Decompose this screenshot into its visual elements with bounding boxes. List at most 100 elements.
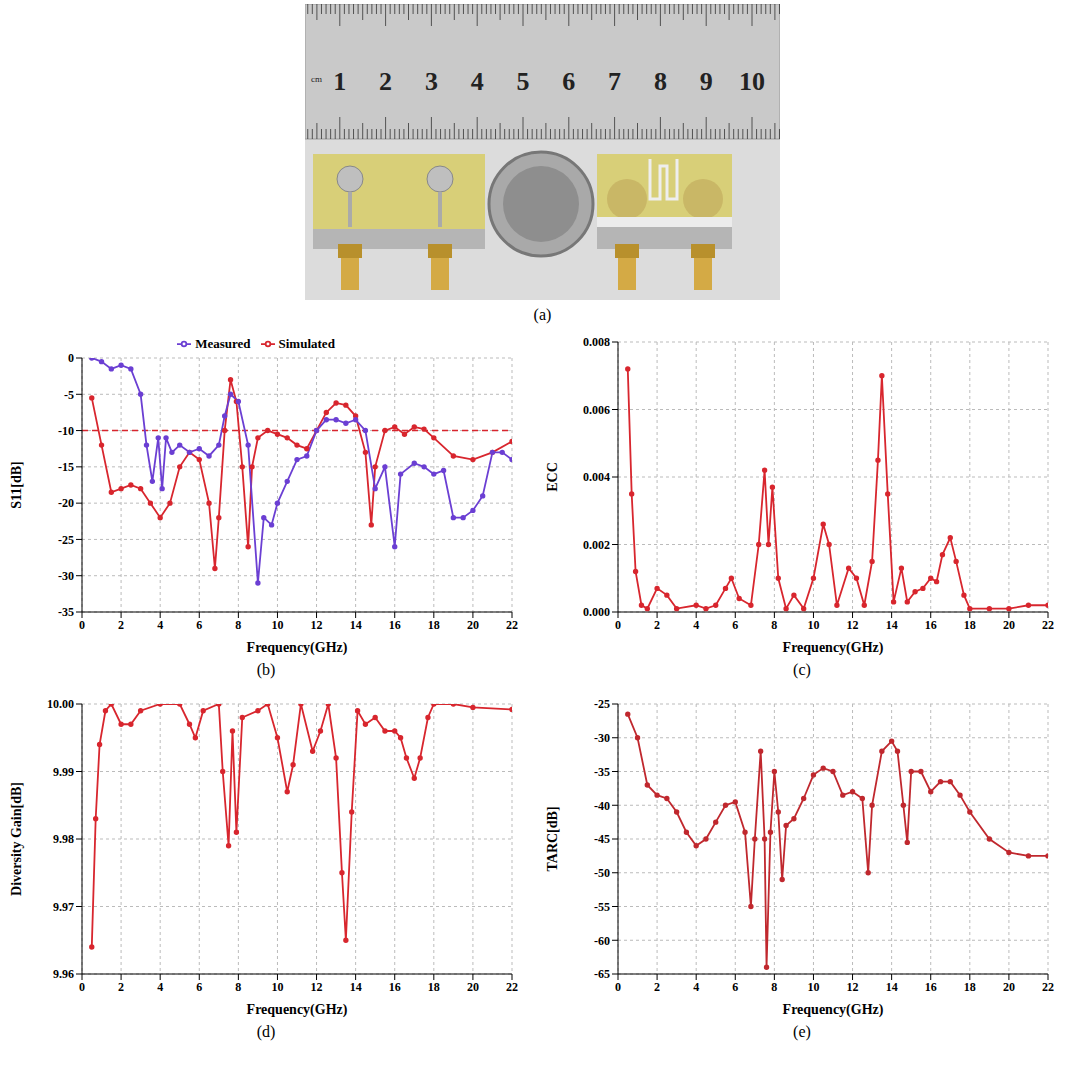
svg-text:9: 9 (700, 67, 713, 96)
svg-text:10: 10 (271, 618, 283, 632)
svg-text:-10: -10 (58, 424, 74, 438)
svg-text:3: 3 (425, 67, 438, 96)
svg-text:6: 6 (196, 618, 202, 632)
svg-text:-30: -30 (594, 731, 610, 745)
svg-text:-45: -45 (594, 832, 610, 846)
html-text:(e): (e) (793, 1023, 811, 1040)
svg-text:9.97: 9.97 (53, 900, 74, 914)
svg-text:18: 18 (428, 980, 440, 994)
svg-text:14: 14 (350, 980, 362, 994)
svg-text:2: 2 (654, 980, 660, 994)
svg-text:16: 16 (389, 618, 401, 632)
svg-text:22: 22 (1042, 618, 1054, 632)
svg-text:0.008: 0.008 (583, 335, 610, 349)
svg-text:2: 2 (118, 980, 124, 994)
svg-text:S11[dB]: S11[dB] (9, 461, 24, 508)
svg-text:12: 12 (311, 618, 323, 632)
svg-text:14: 14 (350, 618, 362, 632)
svg-text:8: 8 (235, 618, 241, 632)
svg-text:6: 6 (732, 618, 738, 632)
svg-text:4: 4 (693, 618, 699, 632)
svg-text:-25: -25 (58, 533, 74, 547)
svg-text:16: 16 (389, 980, 401, 994)
svg-text:10: 10 (807, 980, 819, 994)
svg-text:ECC: ECC (545, 462, 560, 492)
svg-text:5: 5 (517, 67, 530, 96)
svg-text:0: 0 (79, 618, 85, 632)
svg-text:22: 22 (506, 980, 518, 994)
svg-text:6: 6 (732, 980, 738, 994)
svg-text:2: 2 (654, 618, 660, 632)
svg-text:2: 2 (379, 67, 392, 96)
svg-text:-30: -30 (58, 569, 74, 583)
svg-text:16: 16 (925, 980, 937, 994)
html-text:(c): (c) (793, 661, 811, 678)
svg-text:0: 0 (615, 618, 621, 632)
svg-text:8: 8 (235, 980, 241, 994)
svg-text:-20: -20 (58, 496, 74, 510)
svg-text:-55: -55 (594, 900, 610, 914)
svg-text:0: 0 (68, 351, 74, 365)
svg-text:4: 4 (157, 980, 163, 994)
svg-text:4: 4 (693, 980, 699, 994)
svg-text:4: 4 (157, 618, 163, 632)
svg-text:0.002: 0.002 (583, 538, 610, 552)
svg-text:18: 18 (964, 980, 976, 994)
svg-text:Frequency(GHz): Frequency(GHz) (783, 1002, 884, 1018)
svg-text:22: 22 (506, 618, 518, 632)
svg-text:Frequency(GHz): Frequency(GHz) (247, 640, 348, 656)
svg-text:-40: -40 (594, 799, 610, 813)
svg-text:Diversity Gain[dB]: Diversity Gain[dB] (9, 782, 24, 896)
svg-text:-35: -35 (594, 765, 610, 779)
svg-text:9.99: 9.99 (53, 765, 74, 779)
svg-text:18: 18 (964, 618, 976, 632)
svg-text:4: 4 (471, 67, 484, 96)
html-text:(b): (b) (256, 661, 276, 678)
svg-text:-60: -60 (594, 934, 610, 948)
svg-text:-25: -25 (594, 697, 610, 711)
svg-text:6: 6 (196, 980, 202, 994)
svg-text:0.004: 0.004 (583, 470, 610, 484)
svg-text:cm: cm (311, 74, 322, 84)
svg-text:2: 2 (118, 618, 124, 632)
svg-text:20: 20 (1003, 980, 1015, 994)
svg-text:-35: -35 (58, 605, 74, 619)
html-text:(a): (a) (533, 306, 552, 323)
svg-text:Frequency(GHz): Frequency(GHz) (783, 640, 884, 656)
svg-text:0.000: 0.000 (583, 605, 610, 619)
svg-text:TARC[dB]: TARC[dB] (545, 806, 560, 871)
svg-text:10.00: 10.00 (47, 697, 74, 711)
svg-text:-15: -15 (58, 460, 74, 474)
svg-text:-65: -65 (594, 967, 610, 981)
svg-text:0: 0 (79, 980, 85, 994)
svg-text:8: 8 (654, 67, 667, 96)
svg-text:0.006: 0.006 (583, 403, 610, 417)
svg-text:Frequency(GHz): Frequency(GHz) (247, 1002, 348, 1018)
svg-text:-5: -5 (64, 388, 74, 402)
svg-text:16: 16 (925, 618, 937, 632)
svg-text:7: 7 (608, 67, 621, 96)
svg-text:10: 10 (739, 67, 765, 96)
svg-text:20: 20 (1003, 618, 1015, 632)
svg-text:10: 10 (271, 980, 283, 994)
svg-text:6: 6 (562, 67, 575, 96)
svg-text:8: 8 (771, 618, 777, 632)
svg-text:10: 10 (807, 618, 819, 632)
html-text:(d): (d) (256, 1023, 276, 1040)
svg-text:20: 20 (467, 980, 479, 994)
html-text:Measured: Measured (195, 336, 251, 351)
svg-text:0: 0 (615, 980, 621, 994)
svg-text:18: 18 (428, 618, 440, 632)
svg-text:14: 14 (886, 618, 898, 632)
svg-text:12: 12 (847, 980, 859, 994)
svg-text:20: 20 (467, 618, 479, 632)
svg-text:1: 1 (333, 67, 346, 96)
svg-text:22: 22 (1042, 980, 1054, 994)
svg-text:9.96: 9.96 (53, 967, 74, 981)
svg-text:12: 12 (311, 980, 323, 994)
svg-text:12: 12 (847, 618, 859, 632)
svg-text:9.98: 9.98 (53, 832, 74, 846)
svg-text:8: 8 (771, 980, 777, 994)
svg-text:-50: -50 (594, 866, 610, 880)
svg-text:14: 14 (886, 980, 898, 994)
